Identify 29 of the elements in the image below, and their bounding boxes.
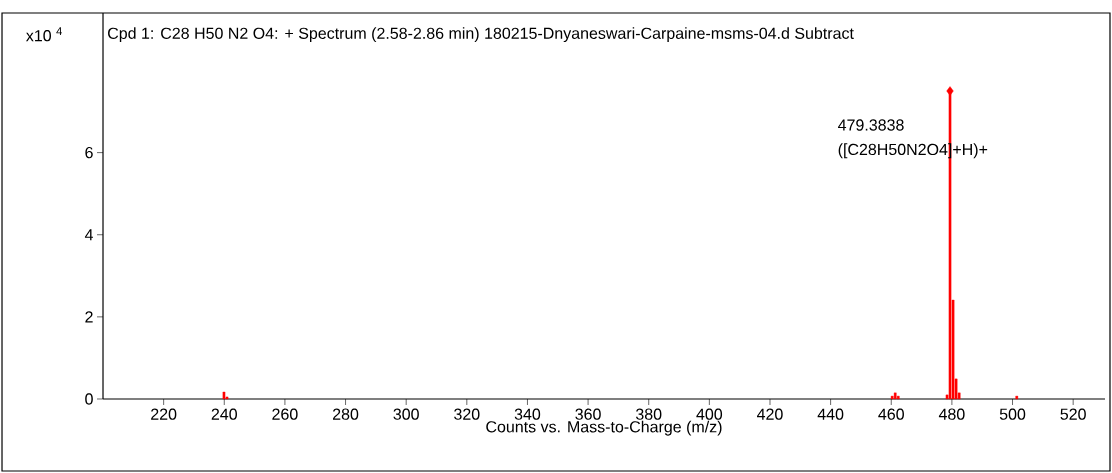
x-tick-label: 340: [514, 408, 541, 420]
x-tick-label: 380: [635, 408, 662, 420]
x-tick-label: 300: [393, 408, 419, 420]
y-axis-title: x10 $^{4}$: [26, 27, 62, 42]
x-tick-label: 420: [757, 408, 783, 420]
x-tick-label: 480: [938, 408, 965, 420]
y-tick-label: 2: [85, 311, 93, 323]
x-tick-label: 460: [878, 408, 904, 420]
y-tick-label: 6: [85, 146, 93, 159]
x-tick-label: 360: [575, 408, 601, 420]
annotation: 479.3838: [838, 119, 904, 131]
bar: [893, 392, 897, 400]
x-tick-label: 520: [1060, 408, 1086, 420]
x-tick-label: 400: [696, 408, 723, 420]
x-tick-label: 440: [817, 408, 844, 420]
x-tick-label: 320: [454, 408, 480, 420]
x-axis-title: Counts vs. Mass-to-Charge (m/z): [486, 420, 722, 436]
x-tick-label: 280: [333, 408, 359, 420]
x-tick-label: 220: [151, 408, 177, 420]
bar: [222, 391, 226, 400]
bar: [890, 395, 894, 400]
x-tick-label: 240: [211, 408, 237, 420]
bar: [896, 395, 900, 400]
y-tick-label: 0: [85, 393, 93, 405]
bar: [1015, 395, 1019, 400]
y-tick-label: 4: [84, 229, 93, 241]
text: Cpd 1: C28 H50 N2 O4: + Spectrum (2.58-2.86 min) 180215-Dnyaneswari-Carpaine-msms-04.d Subtract: [108, 27, 854, 43]
x-tick-label: 500: [999, 408, 1026, 420]
x-tick-label: 260: [272, 408, 298, 420]
